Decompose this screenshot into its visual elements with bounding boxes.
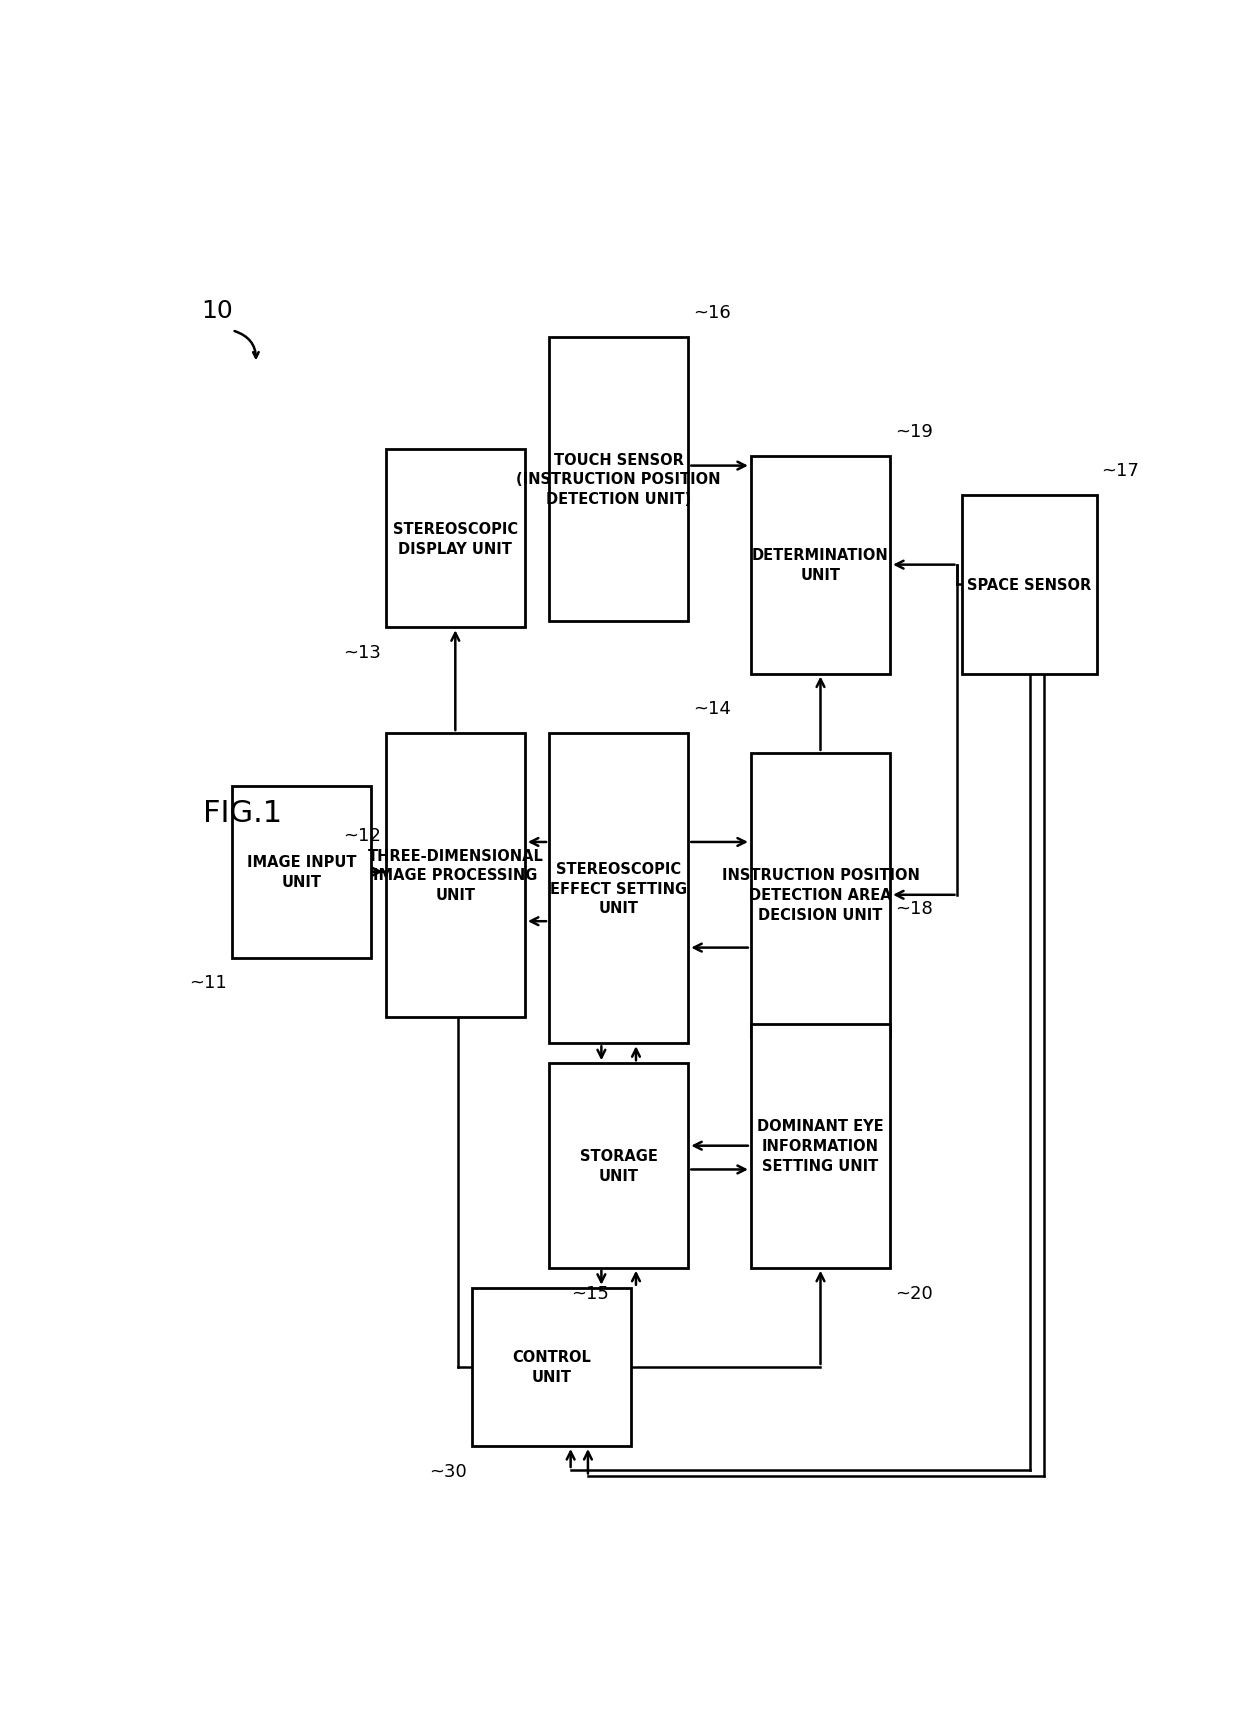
Text: ~30: ~30 — [429, 1462, 467, 1481]
Text: ~13: ~13 — [343, 644, 381, 662]
Text: DOMINANT EYE
INFORMATION
SETTING UNIT: DOMINANT EYE INFORMATION SETTING UNIT — [758, 1119, 884, 1174]
Text: IMAGE INPUT
UNIT: IMAGE INPUT UNIT — [247, 855, 356, 890]
Bar — [549, 1063, 688, 1268]
Text: DETERMINATION
UNIT: DETERMINATION UNIT — [753, 548, 889, 583]
Bar — [962, 495, 1096, 674]
Bar — [472, 1287, 631, 1447]
Text: FIG.1: FIG.1 — [203, 799, 283, 828]
Bar — [386, 449, 525, 627]
Text: INSTRUCTION POSITION
DETECTION AREA
DECISION UNIT: INSTRUCTION POSITION DETECTION AREA DECI… — [722, 867, 919, 922]
Text: SPACE SENSOR: SPACE SENSOR — [967, 578, 1091, 593]
Text: ~18: ~18 — [895, 900, 932, 917]
Text: ~14: ~14 — [693, 699, 732, 718]
Text: ~15: ~15 — [572, 1284, 609, 1303]
Text: ~12: ~12 — [343, 826, 381, 845]
Bar — [751, 754, 890, 1037]
Bar — [232, 787, 371, 958]
Text: 10: 10 — [202, 300, 233, 324]
Text: STEREOSCOPIC
EFFECT SETTING
UNIT: STEREOSCOPIC EFFECT SETTING UNIT — [551, 862, 687, 915]
Text: THREE-DIMENSIONAL
IMAGE PROCESSING
UNIT: THREE-DIMENSIONAL IMAGE PROCESSING UNIT — [367, 848, 543, 903]
Text: ~20: ~20 — [895, 1284, 932, 1303]
Text: ~17: ~17 — [1101, 463, 1140, 480]
Bar — [549, 338, 688, 622]
Text: STEREOSCOPIC
DISPLAY UNIT: STEREOSCOPIC DISPLAY UNIT — [393, 521, 518, 557]
Bar — [386, 734, 525, 1018]
Text: TOUCH SENSOR
(INSTRUCTION POSITION
DETECTION UNIT): TOUCH SENSOR (INSTRUCTION POSITION DETEC… — [516, 452, 720, 507]
Bar — [549, 734, 688, 1044]
Text: STORAGE
UNIT: STORAGE UNIT — [580, 1148, 657, 1183]
Text: ~11: ~11 — [190, 974, 227, 992]
Text: ~16: ~16 — [693, 303, 730, 322]
Text: CONTROL
UNIT: CONTROL UNIT — [512, 1349, 590, 1385]
Bar — [751, 456, 890, 674]
Bar — [751, 1023, 890, 1268]
Text: ~19: ~19 — [895, 423, 932, 440]
